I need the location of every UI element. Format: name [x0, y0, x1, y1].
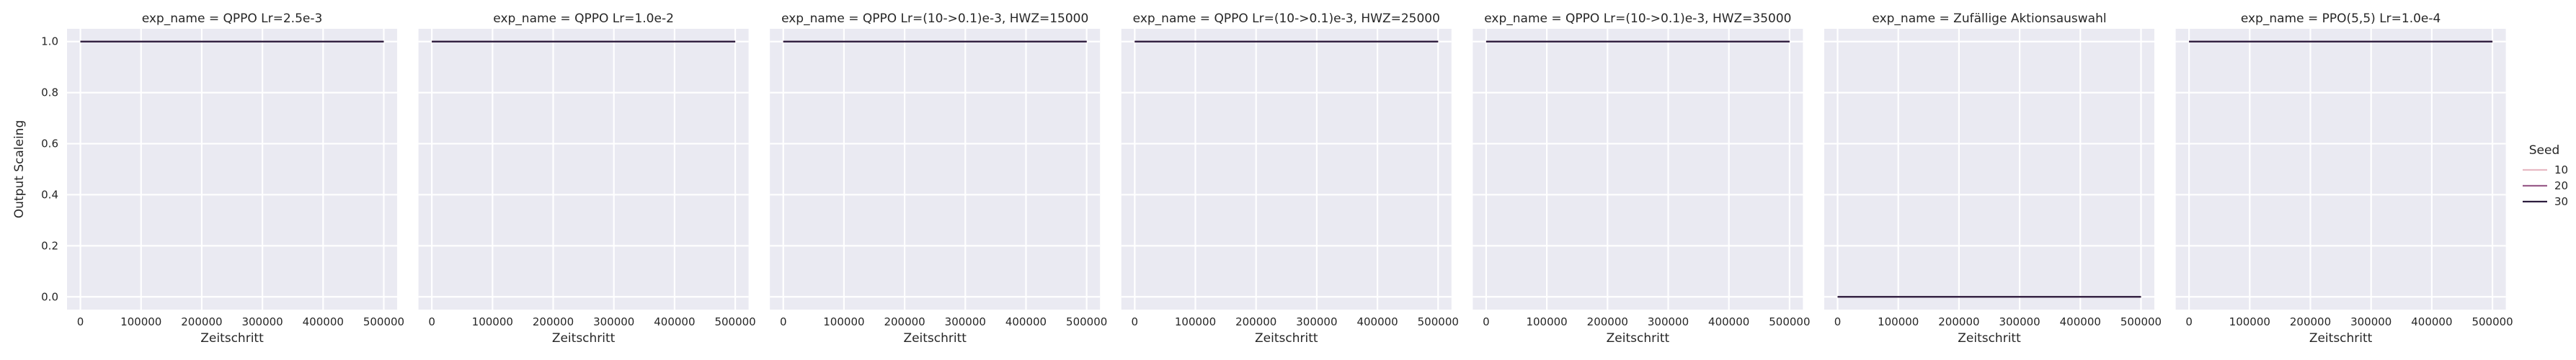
- x-axis-label: Zeitschritt: [903, 331, 967, 346]
- panel-1: 0 100000 200000 300000 400000 500000 0.0 0.2 0.4…: [41, 12, 404, 346]
- panel-background: [770, 29, 1101, 310]
- y-tick-label: 0.8: [41, 86, 58, 99]
- legend-title: Seed: [2529, 143, 2560, 158]
- legend: Seed 10 20 30: [2523, 143, 2568, 208]
- panel-title: exp_name = Zufällige Aktionsauswahl: [1872, 12, 2106, 26]
- x-axis-label: Zeitschritt: [552, 331, 616, 346]
- x-axis-label: Zeitschritt: [2309, 331, 2373, 346]
- panel-3: 0 100000 200000 300000 400000 500000 exp_name …: [770, 12, 1107, 346]
- x-tick-label: 300000: [241, 315, 283, 328]
- x-tick-label: 100000: [1878, 315, 1919, 328]
- x-tick-label: 300000: [1648, 315, 1689, 328]
- x-tick-label: 500000: [2471, 315, 2513, 328]
- panel-background: [418, 29, 749, 310]
- x-tick-label: 500000: [714, 315, 755, 328]
- panel-7: 0 100000 200000 300000 400000 500000 exp_name …: [2175, 12, 2513, 346]
- x-tick-label: 0: [2185, 315, 2193, 328]
- x-tick-label: 400000: [1356, 315, 1398, 328]
- x-tick-label: 300000: [1999, 315, 2040, 328]
- x-tick-label: 100000: [823, 315, 864, 328]
- x-tick-label: 0: [428, 315, 435, 328]
- x-tick-label: 100000: [472, 315, 513, 328]
- panel-background: [1824, 29, 2154, 310]
- x-tick-label: 400000: [1708, 315, 1749, 328]
- x-tick-label: 400000: [303, 315, 344, 328]
- x-tick-label: 500000: [1066, 315, 1107, 328]
- x-tick-label: 100000: [120, 315, 161, 328]
- x-tick-label: 400000: [1005, 315, 1047, 328]
- y-tick-label: 0.0: [41, 290, 58, 303]
- x-tick-label: 500000: [1418, 315, 1459, 328]
- panel-background: [67, 29, 397, 310]
- x-tick-label: 0: [77, 315, 84, 328]
- x-tick-label: 200000: [533, 315, 574, 328]
- x-tick-label: 300000: [945, 315, 986, 328]
- x-tick-label: 200000: [1587, 315, 1628, 328]
- legend-label-seed-30: 30: [2554, 195, 2568, 208]
- x-tick-label: 500000: [1769, 315, 1810, 328]
- panel-background: [1121, 29, 1452, 310]
- legend-label-seed-20: 20: [2554, 179, 2568, 192]
- y-axis-label: Output Scaleing: [12, 120, 27, 218]
- panel-background: [2175, 29, 2506, 310]
- x-tick-label: 100000: [1526, 315, 1567, 328]
- x-tick-label: 200000: [1938, 315, 1979, 328]
- panel-title: exp_name = QPPO Lr=(10->0.1)e-3, HWZ=250…: [1133, 12, 1440, 26]
- x-tick-label: 400000: [2060, 315, 2101, 328]
- x-tick-label: 200000: [181, 315, 222, 328]
- x-axis-label: Zeitschritt: [1255, 331, 1318, 346]
- x-tick-label: 200000: [1235, 315, 1276, 328]
- x-tick-label: 0: [780, 315, 787, 328]
- x-tick-label: 100000: [2229, 315, 2270, 328]
- panel-5: 0 100000 200000 300000 400000 500000 exp_name …: [1473, 12, 1811, 346]
- panel-title: exp_name = PPO(5,5) Lr=1.0e-4: [2241, 12, 2441, 26]
- panel-title: exp_name = QPPO Lr=(10->0.1)e-3, HWZ=350…: [1484, 12, 1791, 26]
- y-tick-label: 0.2: [41, 239, 58, 252]
- panel-2: 0 100000 200000 300000 400000 500000 exp_name …: [418, 12, 756, 346]
- legend-label-seed-10: 10: [2554, 163, 2568, 176]
- chart-panels: 0 100000 200000 300000 400000 500000 0.0 0.2 0.4…: [41, 12, 2513, 346]
- x-tick-label: 0: [1834, 315, 1842, 328]
- x-tick-label: 300000: [593, 315, 634, 328]
- x-axis-label: Zeitschritt: [1958, 331, 2021, 346]
- y-tick-label: 0.6: [41, 138, 58, 150]
- panel-6: 0 100000 200000 300000 400000 500000 exp_name …: [1824, 12, 2162, 346]
- x-tick-label: 0: [1132, 315, 1139, 328]
- x-tick-label: 300000: [2350, 315, 2391, 328]
- y-tick-label: 1.0: [41, 35, 58, 48]
- x-tick-label: 500000: [363, 315, 404, 328]
- x-tick-label: 400000: [2411, 315, 2452, 328]
- y-tick-label: 0.4: [41, 188, 58, 201]
- x-axis-label: Zeitschritt: [200, 331, 264, 346]
- x-tick-label: 500000: [2120, 315, 2162, 328]
- x-tick-label: 100000: [1175, 315, 1216, 328]
- x-tick-label: 200000: [2290, 315, 2331, 328]
- panel-background: [1473, 29, 1803, 310]
- panel-title: exp_name = QPPO Lr=(10->0.1)e-3, HWZ=150…: [781, 12, 1088, 26]
- x-axis-label: Zeitschritt: [1607, 331, 1670, 346]
- panel-title: exp_name = QPPO Lr=2.5e-3: [142, 12, 323, 26]
- x-tick-label: 200000: [884, 315, 925, 328]
- panel-4: 0 100000 200000 300000 400000 500000 exp_name …: [1121, 12, 1459, 346]
- panel-title: exp_name = QPPO Lr=1.0e-2: [493, 12, 674, 26]
- x-tick-label: 300000: [1296, 315, 1337, 328]
- x-tick-label: 400000: [654, 315, 695, 328]
- x-tick-label: 0: [1483, 315, 1490, 328]
